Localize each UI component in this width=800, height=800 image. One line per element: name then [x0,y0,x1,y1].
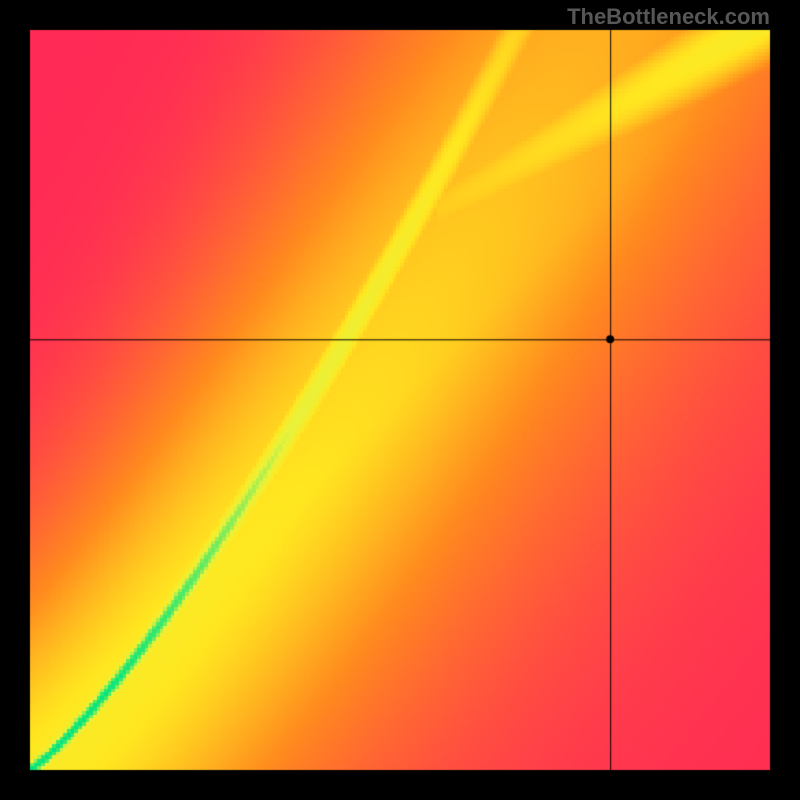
bottleneck-heatmap-canvas [0,0,800,800]
watermark-text: TheBottleneck.com [567,4,770,30]
chart-container: TheBottleneck.com [0,0,800,800]
